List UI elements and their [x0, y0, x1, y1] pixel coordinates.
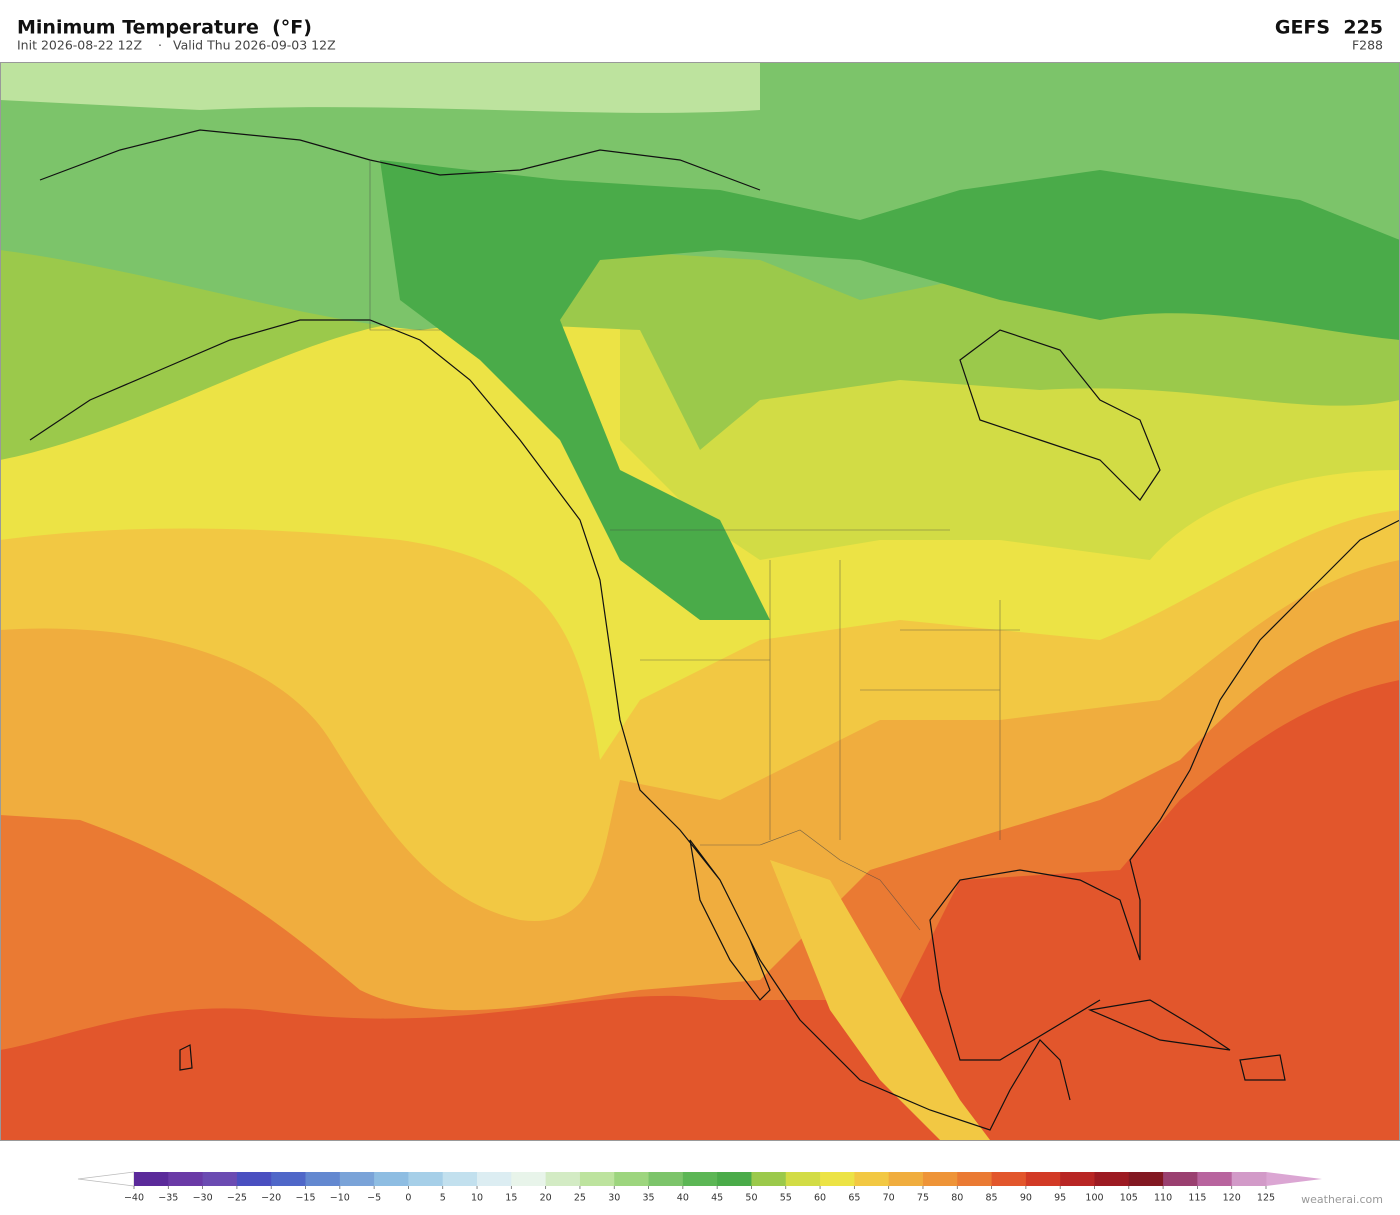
colorbar-segment: [648, 1172, 684, 1186]
colorbar-segment: [991, 1172, 1027, 1186]
colorbar-segment: [477, 1172, 512, 1186]
colorbar-tick-label: −40: [124, 1193, 144, 1204]
colorbar-tick-label: 20: [540, 1193, 552, 1204]
colorbar-segment: [888, 1172, 924, 1186]
colorbar-segment: [682, 1172, 718, 1186]
colorbar-segment: [1060, 1172, 1095, 1186]
colorbar-tick-label: −30: [193, 1193, 213, 1204]
colorbar-segment: [1128, 1172, 1164, 1186]
valid-time: Valid Thu 2026-09-03 12Z: [173, 38, 336, 53]
colorbar-tick-label: −10: [330, 1193, 350, 1204]
init-time: Init 2026-08-22 12Z: [17, 38, 142, 53]
colorbar-tick-label: 55: [780, 1193, 792, 1204]
title: Minimum Temperature (°F): [17, 17, 312, 39]
colorbar-segment: [236, 1172, 272, 1186]
colorbar-segment: [134, 1172, 169, 1186]
colorbar-tick-label: 40: [677, 1193, 689, 1204]
colorbar-segment: [957, 1172, 992, 1186]
colorbar-tick-label: 110: [1154, 1193, 1172, 1204]
colorbar-tick-label: 115: [1188, 1193, 1206, 1204]
colorbar-segment: [717, 1172, 752, 1186]
colorbar-tick-label: 35: [642, 1193, 654, 1204]
colorbar: −40 −35 −30 −25 −20 −15 −10 −5 0 5 10 15 20 25 30 35 40 4…: [77, 1171, 1322, 1204]
border: [369, 160, 1020, 931]
colorbar-segment: [614, 1172, 649, 1186]
colorbar-segment: [511, 1172, 547, 1186]
colorbar-segment: [374, 1172, 409, 1186]
colorbar-tick-label: 90: [1020, 1193, 1032, 1204]
colorbar-segment: [922, 1172, 958, 1186]
colorbar-tick-label: 95: [1054, 1193, 1066, 1204]
colorbar-tick-label: 125: [1257, 1193, 1275, 1204]
colorbar-tick-label: −15: [295, 1193, 315, 1204]
colorbar-tick-label: 80: [951, 1193, 963, 1204]
colorbar-tick-label: 25: [574, 1193, 586, 1204]
colorbar-segment: [785, 1172, 821, 1186]
temp-field: [0, 62, 760, 113]
colorbar-tick-label: 10: [471, 1193, 483, 1204]
colorbar-tick-label: −20: [261, 1193, 281, 1204]
colorbar-tick-label: −5: [367, 1193, 381, 1204]
colorbar-segment: [202, 1172, 238, 1186]
colorbar-under: [77, 1171, 135, 1187]
temp-field: [770, 860, 990, 1140]
colorbar-over: [1266, 1172, 1322, 1186]
colorbar-tick-label: 0: [405, 1193, 411, 1204]
colorbar-tick-label: 15: [505, 1193, 517, 1204]
colorbar-tick-label: 70: [883, 1193, 895, 1204]
colorbar-segment: [1163, 1172, 1198, 1186]
watermark: weatherai.com: [1301, 1193, 1383, 1206]
colorbar-tick-label: 45: [711, 1193, 723, 1204]
colorbar-tick-label: 5: [440, 1193, 446, 1204]
colorbar-segment: [854, 1172, 890, 1186]
colorbar-tick-label: 30: [608, 1193, 620, 1204]
colorbar-segment: [305, 1172, 341, 1186]
colorbar-segment: [579, 1172, 615, 1186]
coastline: [29, 129, 1400, 1131]
colorbar-segment: [1094, 1172, 1130, 1186]
colorbar-tick-label: −35: [158, 1193, 178, 1204]
colorbar-tick-label: −25: [227, 1193, 247, 1204]
colorbar-segment: [1025, 1172, 1061, 1186]
colorbar-tick-label: 85: [986, 1193, 998, 1204]
colorbar-tick-label: 100: [1085, 1193, 1103, 1204]
colorbar-segment: [339, 1172, 375, 1186]
colorbar-segment: [545, 1172, 581, 1186]
forecast-hour: F288: [1352, 38, 1383, 53]
colorbar-segment: [408, 1172, 444, 1186]
colorbar-tick-label: 120: [1223, 1193, 1241, 1204]
colorbar-tick-label: 50: [745, 1193, 757, 1204]
colorbar-tick-label: 75: [917, 1193, 929, 1204]
colorbar-tick-label: 60: [814, 1193, 826, 1204]
colorbar-segment: [751, 1172, 787, 1186]
model: GEFS 225: [1275, 17, 1383, 39]
colorbar-segment: [1231, 1172, 1267, 1186]
colorbar-segment: [442, 1172, 478, 1186]
colorbar-tick-label: 65: [848, 1193, 860, 1204]
colorbar-segment: [168, 1172, 204, 1186]
separator: ·: [158, 38, 162, 53]
colorbar-tick-label: 105: [1120, 1193, 1138, 1204]
colorbar-segment: [1197, 1172, 1233, 1186]
colorbar-segment: [271, 1172, 306, 1186]
map: [0, 62, 1400, 1141]
colorbar-segment: [820, 1172, 855, 1186]
temp-field: [380, 160, 1400, 620]
